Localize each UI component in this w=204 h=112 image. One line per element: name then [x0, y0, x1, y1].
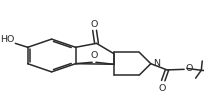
Text: O: O: [158, 83, 165, 92]
Text: O: O: [90, 20, 98, 29]
Text: O: O: [90, 51, 98, 60]
Text: O: O: [184, 64, 192, 72]
Text: N: N: [152, 59, 159, 68]
Text: HO: HO: [0, 34, 14, 43]
